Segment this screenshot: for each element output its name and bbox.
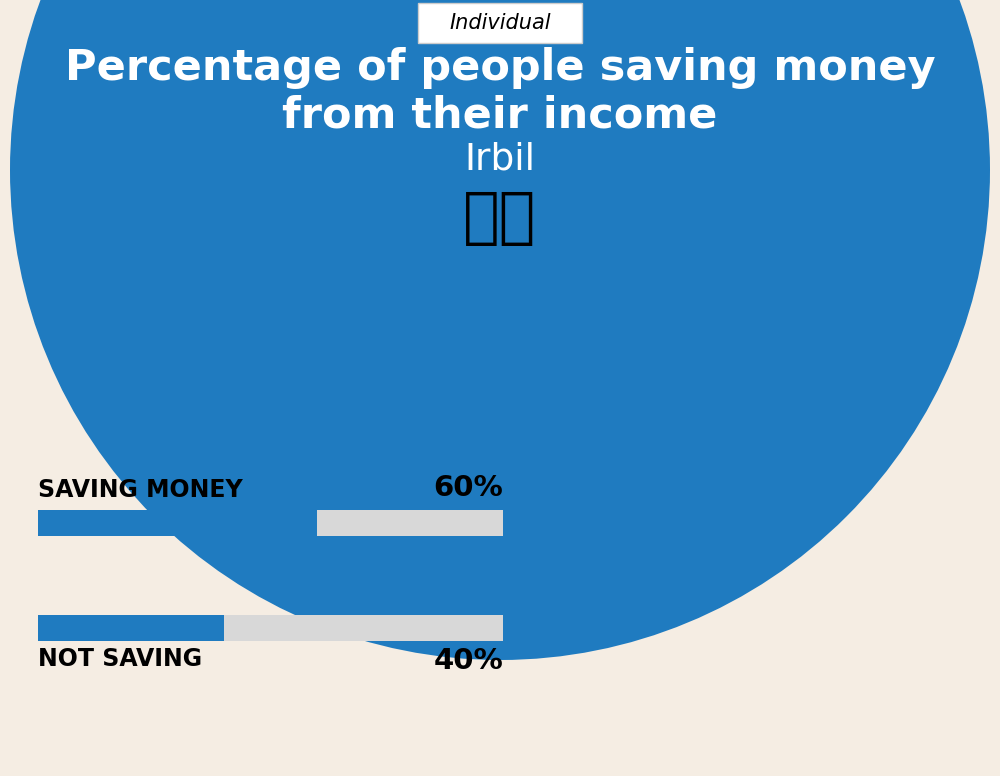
Ellipse shape	[10, 0, 990, 660]
FancyBboxPatch shape	[38, 510, 317, 536]
Text: SAVING MONEY: SAVING MONEY	[38, 478, 243, 502]
Text: 🇮🇶: 🇮🇶	[463, 189, 537, 248]
FancyBboxPatch shape	[38, 615, 224, 641]
Text: 40%: 40%	[433, 647, 503, 675]
FancyBboxPatch shape	[38, 510, 503, 536]
Text: Irbil: Irbil	[464, 142, 536, 178]
Text: Individual: Individual	[449, 13, 551, 33]
FancyBboxPatch shape	[38, 615, 503, 641]
Text: from their income: from their income	[282, 94, 718, 136]
Text: NOT SAVING: NOT SAVING	[38, 647, 202, 671]
Text: 60%: 60%	[433, 474, 503, 502]
Text: Percentage of people saving money: Percentage of people saving money	[65, 47, 935, 89]
FancyBboxPatch shape	[418, 3, 582, 43]
